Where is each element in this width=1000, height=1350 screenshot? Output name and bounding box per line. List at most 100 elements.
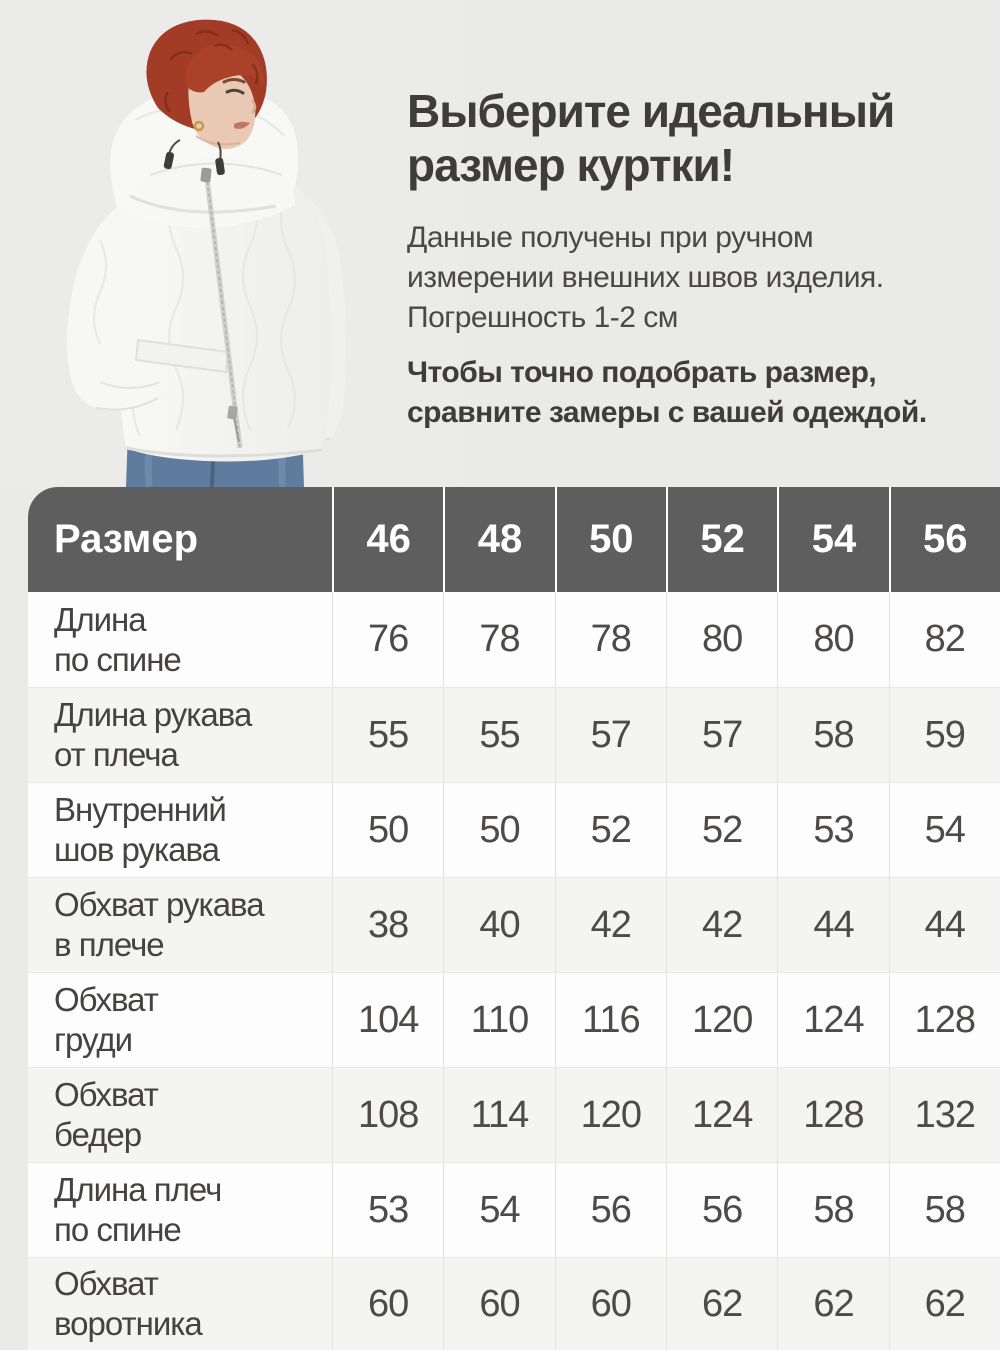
size-value-cell: 59: [888, 688, 1000, 782]
size-value-cell: 58: [777, 1163, 888, 1257]
size-value-cell: 104: [332, 973, 443, 1067]
size-table-row: Обхват рукава в плече 38 40 42 42 44 44: [28, 877, 1000, 972]
size-table: Размер 46 48 50 52 54 56 Длина по спине …: [28, 487, 1000, 1350]
size-value-cell: 60: [443, 1258, 554, 1350]
measurement-label-line1: Обхват рукава: [54, 886, 265, 923]
size-value-cell: 42: [665, 878, 777, 972]
size-value-cell: 124: [777, 973, 888, 1067]
size-value-cell: 54: [443, 1163, 554, 1257]
size-value-cell: 44: [777, 878, 888, 972]
size-column-header: 52: [665, 487, 777, 592]
size-value-cell: 50: [332, 783, 443, 877]
measurement-label-line2: от плеча: [54, 736, 179, 773]
model-illustration: [0, 0, 460, 488]
measurement-label: Обхват рукава в плече: [28, 878, 332, 972]
size-value-cell: 108: [332, 1068, 443, 1162]
page-title: Выберите идеальный размер куртки!: [407, 84, 992, 192]
size-value-cell: 38: [332, 878, 443, 972]
earring: [193, 120, 205, 132]
size-value-cell: 50: [443, 783, 554, 877]
lips: [234, 121, 250, 129]
size-value-cell: 62: [777, 1258, 888, 1350]
size-table-body: Длина по спине 76 78 78 80 80 82 Длина рукава…: [28, 592, 1000, 1350]
description-line: Погрешность 1-2 см: [407, 301, 678, 334]
size-value-cell: 53: [332, 1163, 443, 1257]
size-table-row: Длина по спине 76 78 78 80 80 82: [28, 592, 1000, 687]
measurement-label-line2: воротника: [54, 1305, 203, 1342]
measurement-label: Обхват бедер: [28, 1068, 332, 1162]
size-column-header: 56: [888, 487, 1000, 592]
size-value-cell: 60: [332, 1258, 443, 1350]
eyebrow: [222, 78, 246, 84]
size-value-cell: 53: [777, 783, 888, 877]
size-value-cell: 116: [554, 973, 666, 1067]
size-table-row: Обхват бедер 108 114 120 124 128 132: [28, 1067, 1000, 1162]
measurement-description: Данные получены при ручном измерении вне…: [407, 218, 992, 338]
size-column-header: 46: [332, 487, 443, 592]
description-line: Данные получены при ручном: [407, 221, 814, 254]
size-value-cell: 57: [665, 688, 777, 782]
measurement-label-line1: Длина: [54, 600, 147, 638]
size-table-row: Длина рукава от плеча 55 55 57 57 58 59: [28, 687, 1000, 782]
hair-front: [185, 44, 265, 93]
size-advice-note: Чтобы точно подобрать размер, сравните з…: [407, 353, 992, 433]
size-value-cell: 42: [554, 878, 666, 972]
size-value-cell: 76: [332, 592, 443, 687]
size-value-cell: 120: [665, 973, 777, 1067]
measurement-label: Внутренний шов рукава: [28, 783, 332, 877]
size-value-cell: 62: [665, 1258, 777, 1350]
model-head: [146, 19, 267, 150]
measurement-label-line2: в плече: [54, 926, 165, 963]
size-value-cell: 62: [888, 1258, 1000, 1350]
size-table-header-label: Размер: [54, 517, 199, 561]
size-value-cell: 82: [888, 592, 1000, 687]
size-value-cell: 56: [665, 1163, 777, 1257]
size-column-header: 50: [554, 487, 666, 592]
size-table-row: Длина плеч по спине 53 54 56 56 58 58: [28, 1162, 1000, 1257]
note-line: сравните замеры с вашей одеждой.: [407, 396, 927, 429]
size-table-header: Размер 46 48 50 52 54 56: [28, 487, 1000, 592]
title-line: Выберите идеальный: [407, 85, 895, 137]
zipper: [200, 167, 243, 449]
size-value-cell: 78: [443, 592, 554, 687]
size-column-header: 54: [777, 487, 888, 592]
size-value-cell: 54: [888, 783, 1000, 877]
size-value-cell: 124: [665, 1068, 777, 1162]
size-value-cell: 128: [888, 973, 1000, 1067]
size-value-cell: 57: [554, 688, 666, 782]
size-table-row: Внутренний шов рукава 50 50 52 52 53 54: [28, 782, 1000, 877]
size-value-cell: 128: [777, 1068, 888, 1162]
size-table-row: Обхват воротника 60 60 60 62 62 62: [28, 1257, 1000, 1350]
model-photo: [0, 0, 460, 488]
note-line: Чтобы точно подобрать размер,: [407, 356, 877, 389]
measurement-label-line2: бедер: [54, 1116, 142, 1153]
measurement-label-line2: шов рукава: [54, 831, 220, 868]
size-value-cell: 55: [332, 688, 443, 782]
size-value-cell: 52: [665, 783, 777, 877]
measurement-label-line1: Внутренний: [54, 791, 227, 828]
title-line: размер куртки!: [407, 139, 735, 191]
size-value-cell: 58: [888, 1163, 1000, 1257]
nose: [250, 99, 257, 114]
size-value-cell: 110: [443, 973, 554, 1067]
size-value-cell: 80: [665, 592, 777, 687]
size-table-row: Обхват груди 104 110 116 120 124 128: [28, 972, 1000, 1067]
size-value-cell: 52: [554, 783, 666, 877]
measurement-label-line1: Обхват: [54, 981, 159, 1018]
collar-front: [129, 157, 296, 225]
measurement-label: Длина плеч по спине: [28, 1163, 332, 1257]
measurement-label-line2: по спине: [54, 640, 182, 678]
measurement-label-line2: по спине: [54, 1211, 182, 1248]
measurement-label: Длина рукава от плеча: [28, 688, 332, 782]
size-value-cell: 55: [443, 688, 554, 782]
size-value-cell: 80: [777, 592, 888, 687]
measurement-label: Обхват груди: [28, 973, 332, 1067]
measurement-label-line1: Длина плеч: [54, 1171, 222, 1208]
size-value-cell: 44: [888, 878, 1000, 972]
size-value-cell: 114: [443, 1068, 554, 1162]
measurement-label: Длина по спине: [28, 592, 332, 687]
size-column-header: 48: [443, 487, 554, 592]
size-value-cell: 58: [777, 688, 888, 782]
measurement-label-line1: Обхват: [54, 1265, 159, 1302]
